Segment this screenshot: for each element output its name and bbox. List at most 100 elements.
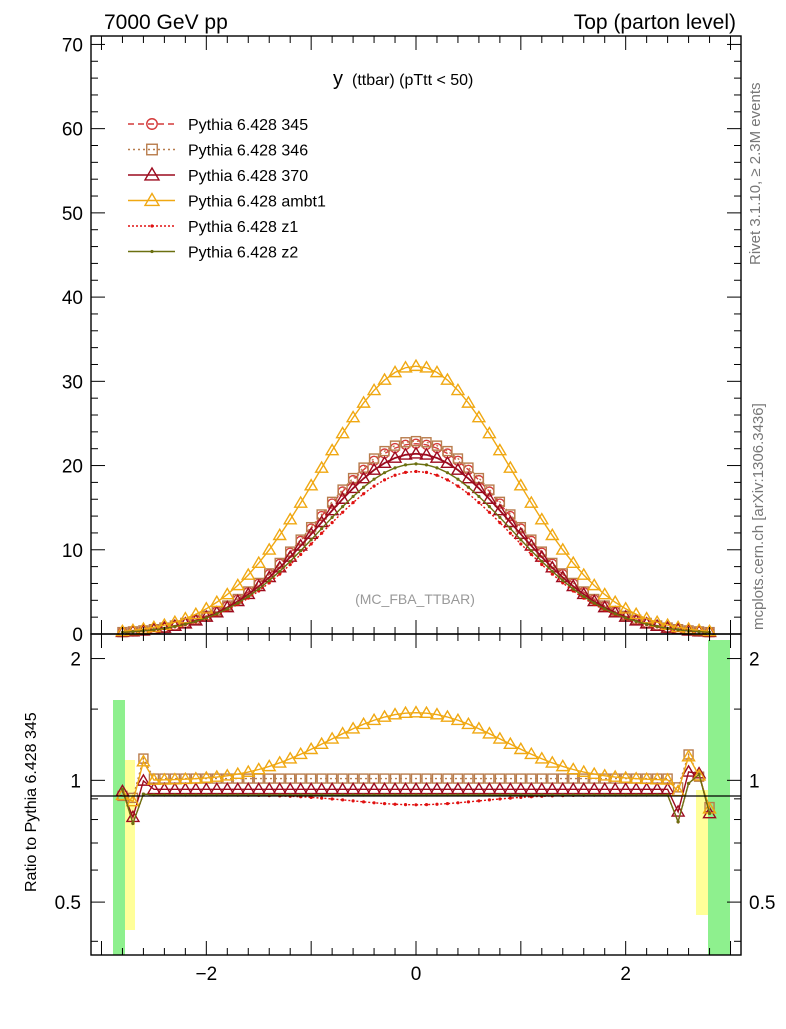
marker-triangle (251, 762, 266, 775)
marker-dot (456, 484, 460, 488)
marker-triangle (597, 781, 612, 795)
marker-dot (550, 569, 554, 573)
marker-triangle (576, 567, 591, 580)
marker-triangle (143, 192, 161, 207)
marker-triangle (492, 731, 508, 744)
marker-triangle (534, 781, 550, 795)
marker-triangle (482, 426, 497, 439)
marker-dot (508, 526, 512, 531)
legend-label: Pythia 6.428 345 (188, 117, 308, 134)
marker-dot (676, 628, 680, 632)
ratio-ylabel: Ratio to Pythia 6.428 345 (23, 712, 40, 892)
marker-triangle (377, 372, 392, 385)
marker-triangle (618, 601, 633, 614)
marker-dot (225, 607, 229, 611)
marker-triangle (576, 764, 591, 777)
marker-triangle (356, 471, 371, 484)
marker-dot (655, 624, 659, 629)
marker-dot (299, 552, 303, 557)
marker-dot (320, 526, 324, 531)
ratio-y-tick-label: 0.5 (55, 893, 81, 914)
marker-triangle (314, 514, 329, 528)
marker-triangle (230, 766, 245, 780)
marker-triangle (566, 555, 581, 569)
marker-dot (257, 587, 261, 591)
marker-triangle (272, 781, 287, 795)
marker-triangle (419, 781, 434, 795)
marker-triangle (398, 360, 413, 373)
marker-triangle (303, 478, 319, 491)
marker-dot (361, 485, 366, 489)
marker-triangle (429, 365, 445, 378)
marker-triangle (482, 781, 497, 795)
marker-dot (561, 581, 565, 585)
marker-triangle (545, 755, 560, 768)
marker-dot (403, 803, 408, 807)
marker-triangle (241, 567, 256, 580)
marker-dot (592, 601, 596, 605)
marker-triangle (503, 514, 518, 528)
legend-label: Pythia 6.428 370 (188, 168, 308, 185)
ratio-y-tick-label: 1 (70, 771, 81, 792)
marker-triangle (241, 764, 256, 777)
marker-triangle (188, 771, 204, 784)
marker-triangle (115, 787, 130, 801)
marker-triangle (461, 395, 476, 408)
marker-dot (477, 799, 481, 803)
marker-dot (382, 471, 387, 475)
marker-triangle (545, 527, 560, 541)
marker-triangle (440, 372, 455, 385)
marker-triangle (377, 709, 392, 722)
marker-dot (382, 802, 387, 806)
marker-triangle (534, 512, 550, 525)
marker-triangle (241, 781, 256, 795)
marker-triangle (356, 716, 371, 730)
marker-dot (435, 466, 439, 470)
marker-triangle (199, 601, 214, 614)
main-panel: 0 10 20 30 40 50 60 70 y (ttbar) (pTtt < 50) (M… (62, 35, 742, 646)
marker-triangle (660, 772, 675, 785)
marker-square (326, 496, 338, 508)
marker-triangle (335, 781, 350, 795)
marker-dot (519, 538, 523, 542)
marker-dot (697, 772, 701, 777)
marker-triangle (513, 741, 529, 755)
marker-dot (320, 531, 324, 535)
marker-dot (393, 473, 397, 477)
marker-dot (424, 803, 429, 807)
marker-dot (477, 500, 481, 505)
marker-triangle (167, 781, 183, 795)
marker-triangle (628, 606, 644, 620)
marker-triangle (220, 781, 235, 795)
marker-dot (487, 510, 491, 514)
ratio-line (122, 752, 711, 808)
marker-dot (150, 224, 154, 228)
marker-triangle (366, 462, 382, 475)
marker-triangle (440, 709, 455, 722)
marker-triangle (618, 781, 633, 795)
marker-triangle (387, 707, 403, 720)
marker-triangle (303, 741, 319, 755)
marker-triangle (335, 426, 350, 439)
marker-triangle (398, 705, 413, 719)
marker-dot (645, 622, 649, 626)
marker-triangle (492, 781, 508, 795)
x-tick-label: 0 (411, 964, 422, 985)
marker-dot (382, 478, 387, 482)
marker-triangle (587, 781, 602, 795)
marker-dot (236, 601, 240, 605)
marker-triangle (587, 766, 602, 780)
legend-label: Pythia 6.428 z1 (188, 219, 298, 236)
series-line (122, 365, 710, 633)
marker-triangle (272, 755, 287, 768)
marker-dot (498, 521, 502, 525)
marker-dot (466, 800, 471, 804)
marker-dot (131, 821, 135, 825)
marker-triangle (398, 781, 413, 795)
marker-dot (351, 799, 355, 803)
marker-triangle (555, 542, 570, 555)
marker-triangle (272, 527, 287, 541)
marker-triangle (429, 707, 445, 720)
marker-square (389, 440, 401, 451)
marker-dot (309, 542, 313, 546)
